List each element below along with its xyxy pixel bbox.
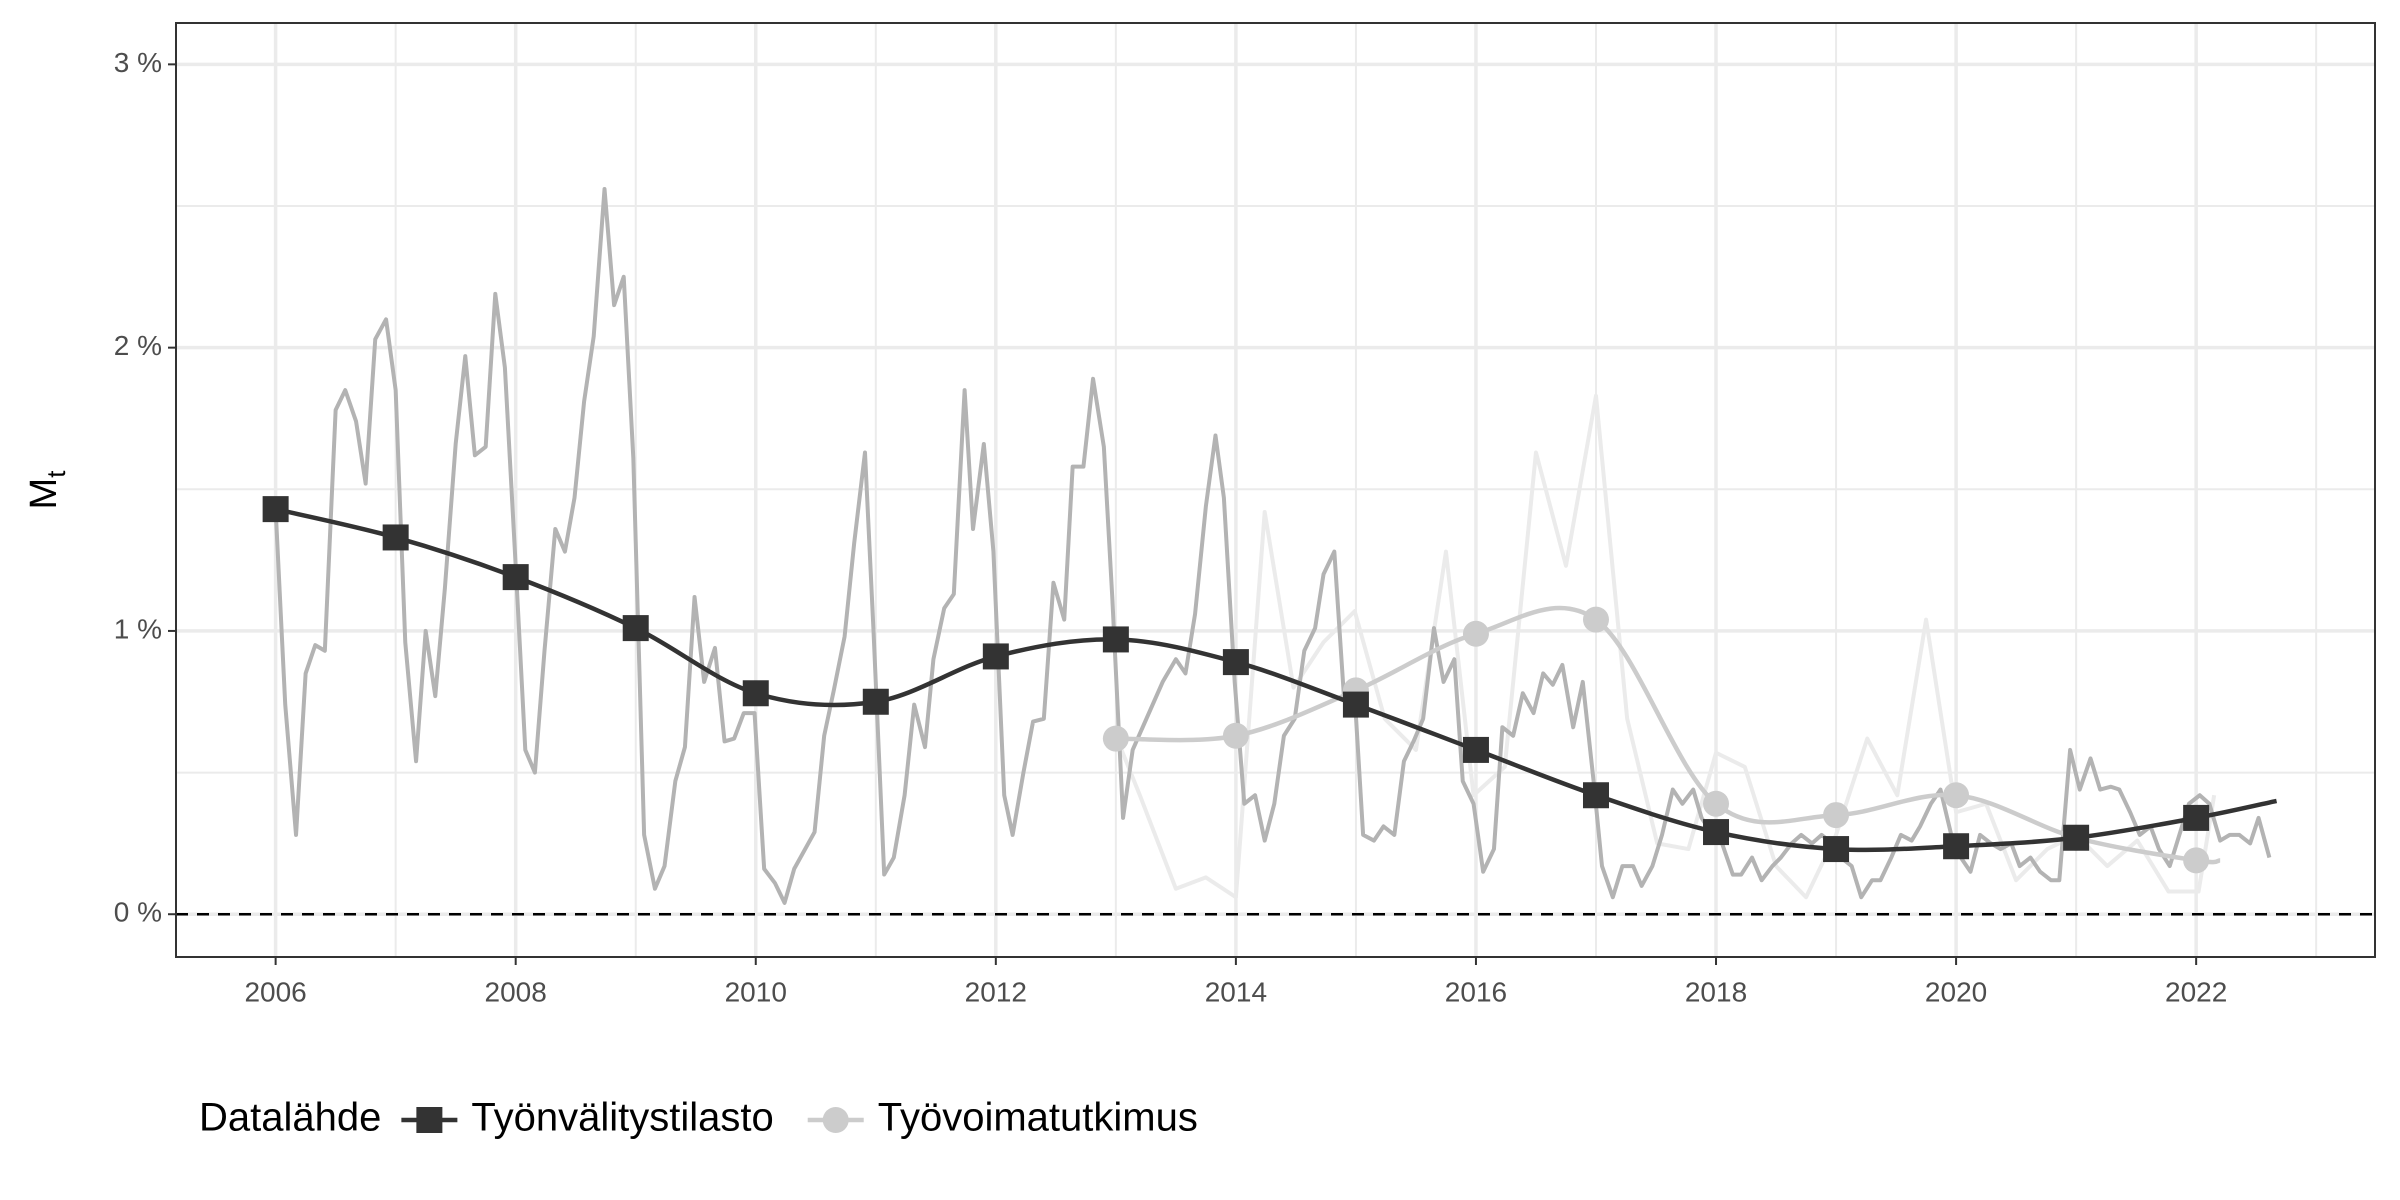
x-tick-label: 2008 <box>485 976 547 1007</box>
y-tick-label: 2 % <box>114 330 162 361</box>
x-tick-label: 2012 <box>965 976 1027 1007</box>
data-point <box>1703 790 1730 817</box>
data-point <box>1943 782 1970 809</box>
y-tick-label: 1 % <box>114 613 162 644</box>
x-tick-label: 2020 <box>1925 976 1987 1007</box>
y-axis-label: Mt <box>23 470 71 510</box>
data-point <box>262 496 289 523</box>
data-point <box>1823 802 1850 829</box>
data-point <box>1342 691 1369 718</box>
y-axis-label-main: M <box>23 478 65 510</box>
data-point <box>2063 824 2090 851</box>
legend-key-marker <box>416 1107 443 1133</box>
data-point <box>1102 626 1129 653</box>
data-point <box>1582 606 1609 633</box>
data-point <box>1823 836 1850 863</box>
data-point <box>1222 649 1249 676</box>
y-tick-label: 0 % <box>114 897 162 928</box>
data-point <box>1943 833 1970 860</box>
data-point <box>742 680 769 707</box>
series <box>262 496 2278 863</box>
data-point <box>1462 620 1489 647</box>
data-point <box>1222 722 1249 749</box>
legend-label: Työvoimatutkimus <box>878 1096 1198 1140</box>
data-point <box>1462 736 1489 763</box>
data-point <box>382 524 409 551</box>
data-point <box>2183 804 2210 831</box>
y-axis-label-subscript: t <box>41 470 71 478</box>
data-point <box>1582 782 1609 809</box>
panel-border <box>175 22 2376 958</box>
data-point <box>502 564 529 591</box>
legend-key-marker <box>822 1107 849 1133</box>
data-point <box>982 643 1009 670</box>
y-tick-label: 3 % <box>114 47 162 78</box>
x-tick-label: 2006 <box>244 976 306 1007</box>
data-point <box>1703 819 1730 846</box>
x-tick-label: 2022 <box>2165 976 2227 1007</box>
x-tick-label: 2010 <box>725 976 787 1007</box>
data-point <box>622 615 649 642</box>
data-point <box>2183 847 2210 874</box>
x-tick-label: 2016 <box>1445 976 1507 1007</box>
data-point <box>1102 725 1129 752</box>
legend-label: Työnvälitystilasto <box>471 1096 773 1140</box>
x-tick-label: 2014 <box>1205 976 1267 1007</box>
legend-title: Datalähde <box>199 1096 381 1140</box>
x-tick-label: 2018 <box>1685 976 1747 1007</box>
data-point <box>862 688 889 715</box>
